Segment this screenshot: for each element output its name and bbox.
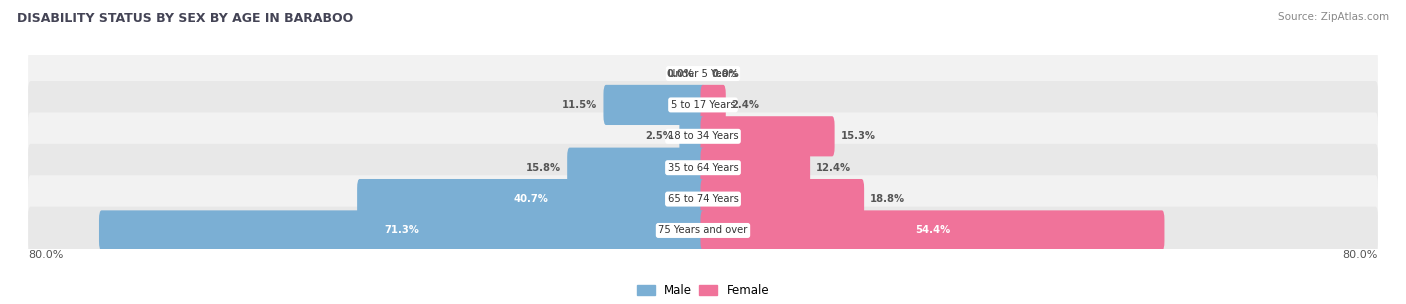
Text: 0.0%: 0.0% bbox=[711, 68, 740, 78]
Text: 35 to 64 Years: 35 to 64 Years bbox=[668, 163, 738, 173]
Text: 75 Years and over: 75 Years and over bbox=[658, 226, 748, 236]
Text: 18.8%: 18.8% bbox=[870, 194, 905, 204]
Legend: Male, Female: Male, Female bbox=[633, 279, 773, 302]
Text: 80.0%: 80.0% bbox=[28, 250, 63, 260]
Text: 18 to 34 Years: 18 to 34 Years bbox=[668, 131, 738, 141]
Text: 2.4%: 2.4% bbox=[731, 100, 759, 110]
FancyBboxPatch shape bbox=[28, 207, 1378, 254]
FancyBboxPatch shape bbox=[567, 148, 706, 188]
FancyBboxPatch shape bbox=[700, 148, 810, 188]
Text: 40.7%: 40.7% bbox=[513, 194, 548, 204]
FancyBboxPatch shape bbox=[28, 50, 1378, 97]
Text: Source: ZipAtlas.com: Source: ZipAtlas.com bbox=[1278, 12, 1389, 22]
FancyBboxPatch shape bbox=[28, 112, 1378, 160]
Text: 0.0%: 0.0% bbox=[666, 68, 695, 78]
Text: 5 to 17 Years: 5 to 17 Years bbox=[671, 100, 735, 110]
Text: 2.5%: 2.5% bbox=[645, 131, 673, 141]
Text: 54.4%: 54.4% bbox=[915, 226, 950, 236]
FancyBboxPatch shape bbox=[603, 85, 706, 125]
Text: 71.3%: 71.3% bbox=[385, 226, 420, 236]
FancyBboxPatch shape bbox=[700, 210, 1164, 250]
Text: 11.5%: 11.5% bbox=[562, 100, 598, 110]
Text: 15.3%: 15.3% bbox=[841, 131, 876, 141]
Text: 65 to 74 Years: 65 to 74 Years bbox=[668, 194, 738, 204]
Text: Under 5 Years: Under 5 Years bbox=[668, 68, 738, 78]
FancyBboxPatch shape bbox=[700, 179, 865, 219]
FancyBboxPatch shape bbox=[679, 116, 706, 156]
Text: 15.8%: 15.8% bbox=[526, 163, 561, 173]
Text: 12.4%: 12.4% bbox=[815, 163, 851, 173]
FancyBboxPatch shape bbox=[28, 81, 1378, 129]
Text: 80.0%: 80.0% bbox=[1343, 250, 1378, 260]
FancyBboxPatch shape bbox=[700, 116, 835, 156]
Text: DISABILITY STATUS BY SEX BY AGE IN BARABOO: DISABILITY STATUS BY SEX BY AGE IN BARAB… bbox=[17, 12, 353, 25]
FancyBboxPatch shape bbox=[357, 179, 706, 219]
FancyBboxPatch shape bbox=[28, 175, 1378, 223]
FancyBboxPatch shape bbox=[28, 144, 1378, 192]
FancyBboxPatch shape bbox=[700, 85, 725, 125]
FancyBboxPatch shape bbox=[98, 210, 706, 250]
